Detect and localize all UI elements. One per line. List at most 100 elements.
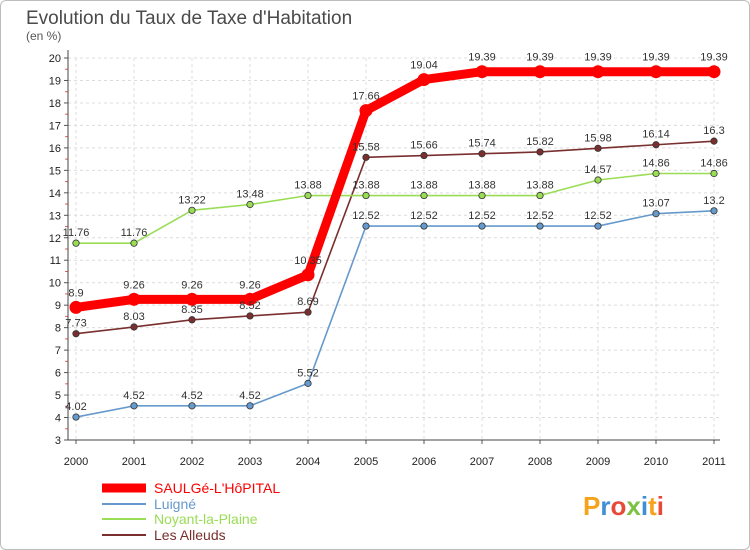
data-label: 19.39	[468, 52, 496, 64]
data-point	[649, 65, 663, 79]
x-tick-label: 2003	[238, 456, 262, 468]
x-tick-label: 2009	[586, 456, 610, 468]
series-line	[75, 210, 715, 418]
y-tick-label: 12	[49, 233, 61, 245]
logo-letter: r	[600, 491, 610, 521]
data-point	[72, 413, 80, 421]
data-label: 12.52	[526, 210, 554, 222]
data-point	[536, 222, 544, 230]
data-label: 14.86	[642, 157, 670, 169]
data-label: 11.76	[121, 227, 148, 239]
legend-label: Noyant-la-Plaine	[154, 511, 258, 527]
data-point	[304, 379, 312, 387]
x-tick-label: 2006	[412, 456, 436, 468]
logo-letter: x	[626, 491, 641, 521]
data-label: 13.88	[468, 180, 496, 192]
series-3	[72, 137, 718, 338]
data-point	[478, 222, 486, 230]
y-tick-label: 18	[49, 98, 61, 110]
y-tick-label: 3	[55, 435, 61, 447]
data-point	[594, 144, 602, 152]
data-label: 13.88	[526, 180, 554, 192]
proxiti-logo: Proxiti	[583, 491, 664, 521]
axes: 3 4 5 6 7 8 9 10 11 12 13 14 15 16 17 18 19 20 2000 2001 200…	[49, 50, 726, 468]
data-point	[362, 191, 370, 200]
data-label: 4.02	[65, 401, 86, 413]
data-label: 11.76	[63, 227, 90, 239]
legend-label: SAULGé-L'HôPITAL	[154, 480, 280, 496]
legend: SAULGé-L'HôPITALLuignéNoyant-la-PlaineLe…	[102, 480, 280, 543]
data-label: 15.74	[468, 138, 496, 150]
series-0	[69, 65, 721, 314]
data-point	[304, 308, 312, 316]
data-label: 16.3	[703, 125, 724, 137]
data-point	[362, 153, 370, 161]
series-line	[75, 172, 715, 244]
y-tick-label: 14	[49, 188, 61, 200]
series-1	[72, 207, 718, 421]
data-label: 19.39	[584, 52, 612, 64]
data-point	[130, 402, 138, 410]
data-point	[246, 312, 254, 320]
data-point	[652, 141, 660, 149]
data-point	[130, 239, 138, 247]
data-label: 15.66	[410, 140, 438, 152]
data-point	[127, 292, 141, 306]
data-label: 13.2	[703, 195, 724, 207]
y-tick-label: 19	[49, 75, 61, 87]
y-tick-label: 10	[49, 278, 61, 290]
data-point	[707, 65, 721, 79]
data-label: 15.82	[526, 136, 554, 148]
data-point	[69, 300, 83, 314]
data-label: 7.73	[65, 318, 86, 330]
data-point	[130, 323, 138, 331]
data-label: 10.35	[294, 255, 322, 267]
data-point	[246, 402, 254, 410]
y-tick-label: 20	[49, 53, 61, 65]
x-tick-label: 2000	[64, 456, 88, 468]
data-label: 4.52	[181, 390, 202, 402]
data-label: 8.69	[297, 296, 318, 308]
data-point	[362, 222, 370, 230]
value-labels: 7.73 8.03 8.35 8.52 8.69 15.58 15.66 15.74 15.82…	[63, 52, 728, 413]
chart-subtitle: (en %)	[26, 29, 61, 43]
y-tick-label: 4	[55, 413, 61, 425]
data-point	[188, 316, 196, 324]
data-point	[188, 206, 196, 214]
x-tick-label: 2008	[528, 456, 552, 468]
x-tick-label: 2005	[354, 456, 378, 468]
data-label: 5.52	[297, 367, 318, 379]
y-tick-label: 9	[55, 300, 61, 312]
data-point	[652, 210, 660, 218]
x-tick-label: 2004	[296, 456, 320, 468]
chart-title: Evolution du Taux de Taxe d'Habitation	[26, 8, 352, 29]
legend-label: Les Alleuds	[154, 527, 226, 543]
y-tick-label: 13	[49, 210, 61, 222]
data-label: 9.26	[181, 279, 202, 291]
series-line	[75, 140, 715, 335]
data-point	[185, 292, 199, 306]
data-point	[594, 222, 602, 230]
data-point	[652, 169, 660, 178]
y-tick-label: 5	[55, 390, 61, 402]
data-label: 8.03	[123, 311, 144, 323]
data-point	[710, 169, 718, 178]
x-tick-label: 2007	[470, 456, 494, 468]
data-point	[710, 207, 718, 215]
x-tick-label: 2002	[180, 456, 204, 468]
data-point	[72, 239, 80, 247]
data-point	[591, 65, 605, 79]
data-label: 16.14	[642, 129, 670, 141]
data-point	[359, 104, 373, 118]
data-point	[72, 330, 80, 338]
data-label: 9.26	[123, 279, 144, 291]
y-tick-label: 6	[55, 368, 61, 380]
data-label: 9.26	[239, 279, 260, 291]
x-tick-label: 2011	[702, 456, 726, 468]
data-label: 19.39	[700, 52, 728, 64]
data-point	[533, 65, 547, 79]
data-label: 8.9	[68, 287, 83, 299]
data-point	[420, 222, 428, 230]
data-point	[420, 151, 428, 160]
